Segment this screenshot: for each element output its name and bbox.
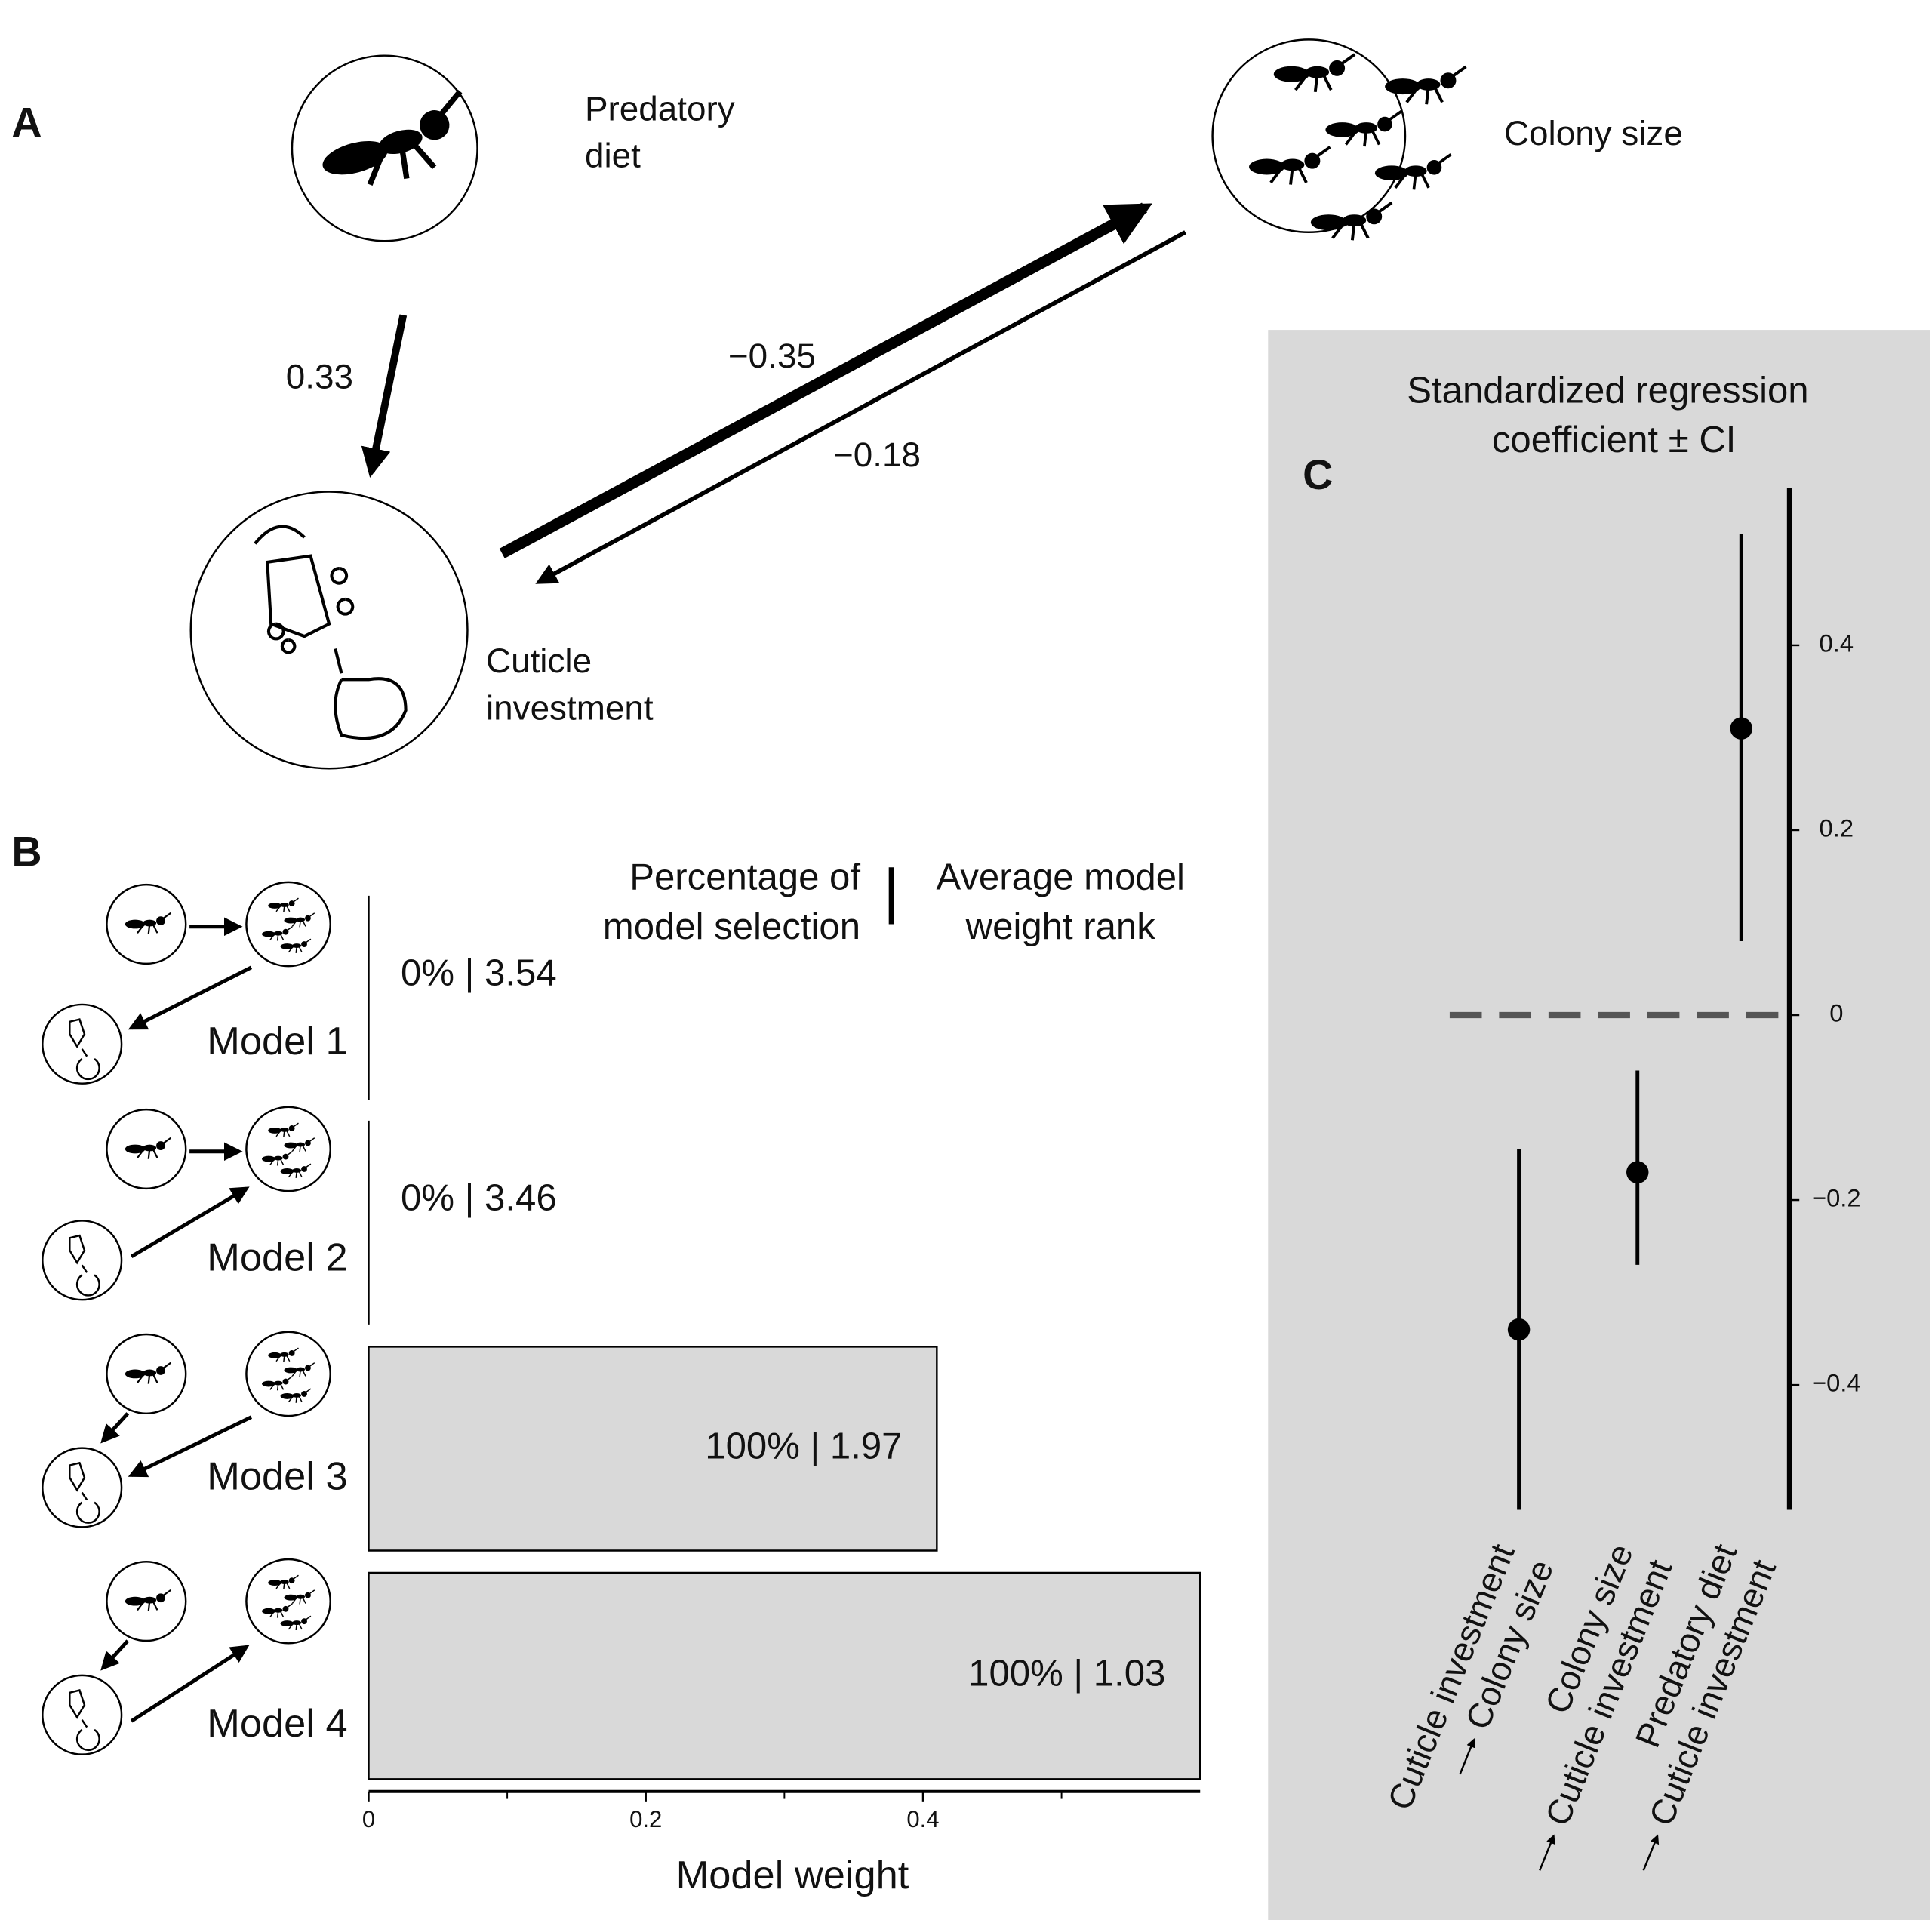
node-label: Cuticle [486,642,592,680]
arrow-glyph [1539,1834,1555,1871]
arrow-glyph [1642,1834,1660,1871]
edge-label: 0.33 [286,358,353,396]
arrow [535,230,1186,584]
header-text: model selection [603,906,860,947]
x-tick-label: 0.2 [629,1806,662,1832]
arrow [499,202,1152,558]
bar-annotation: 0% | 3.54 [401,952,557,993]
header-text: Average model [937,857,1185,898]
header-text: weight rank [965,906,1156,947]
point [1730,717,1752,740]
cuticle-drawing [254,525,408,740]
x-tick-label: 0.4 [906,1806,939,1832]
y-tick-label: 0 [1829,999,1843,1027]
bar [368,1346,938,1552]
x-tick-label: 0 [362,1806,375,1832]
y-tick-label: Model 2 [207,1236,347,1280]
bar-annotation: 100% | 1.03 [968,1654,1165,1694]
y-tick-label: Model 1 [207,1020,347,1063]
edge-label: −0.35 [728,337,816,375]
node-label: investment [486,688,654,727]
bar-annotation: 100% | 1.97 [705,1426,902,1466]
arrow [361,314,408,478]
model-icons [42,882,330,1755]
node-label: diet [585,137,641,175]
y-tick-label: −0.2 [1812,1184,1861,1212]
node-label: Predatory [585,89,735,128]
node-label: Colony size [1504,114,1683,152]
point [1626,1161,1649,1184]
x-axis-label: Model weight [676,1854,909,1897]
chart-title: Standardized regression [1407,371,1808,411]
node-circle [189,491,469,770]
panel-label: C [1303,451,1333,498]
point [1507,1318,1531,1341]
panel-label: B [11,829,42,875]
chart-title: coefficient ± CI [1492,420,1737,460]
arrow-glyph [1459,1737,1475,1775]
y-tick-label: Model 4 [207,1702,347,1746]
header-text: Percentage of [629,857,860,898]
bar [368,1571,1201,1780]
edge-label: −0.18 [833,435,921,474]
bar-annotation: 0% | 3.46 [401,1177,557,1218]
panel-c-background [1268,330,1930,1920]
y-tick-label: 0.2 [1820,814,1854,842]
diagram: Predatory diet Colony size Cuticle inves… [189,38,1683,770]
panel-label: A [11,100,42,146]
y-tick-label: Model 3 [207,1454,347,1498]
y-tick-label: −0.4 [1812,1369,1861,1397]
y-tick-label: 0.4 [1820,629,1854,657]
node-circle [1211,38,1407,233]
